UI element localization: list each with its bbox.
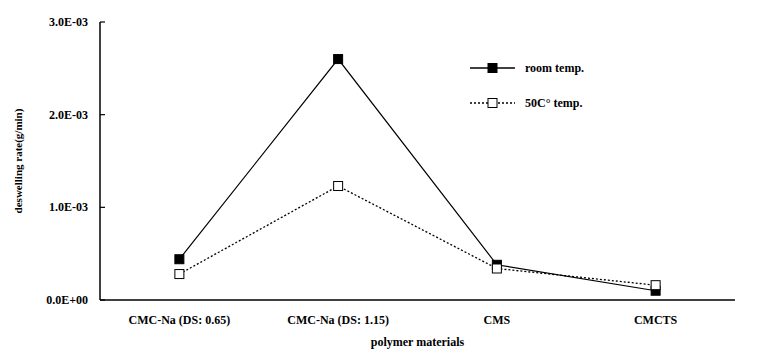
x-axis [100, 299, 735, 301]
marker [175, 255, 184, 264]
plot-area [175, 55, 660, 296]
x-tick-label: CMCTS [634, 313, 678, 327]
legend-marker [488, 64, 497, 73]
marker [651, 281, 660, 290]
x-axis-title: polymer materials [371, 335, 465, 349]
marker [334, 182, 343, 191]
marker [492, 264, 501, 273]
legend-label: 50C° temp. [525, 96, 582, 110]
x-tick-label: CMC-Na (DS: 1.15) [287, 313, 389, 327]
series-line [179, 59, 655, 291]
y-axis [99, 22, 101, 300]
y-tick-label: 1.0E-03 [49, 200, 88, 214]
x-tick-label: CMC-Na (DS: 0.65) [129, 313, 231, 327]
marker [334, 55, 343, 64]
y-tick-label: 2.0E-03 [49, 108, 88, 122]
marker [175, 270, 184, 279]
y-axis-title: deswelling rate(g/min) [12, 108, 25, 213]
y-tick [100, 114, 105, 115]
y-tick [100, 299, 105, 300]
y-tick [100, 21, 105, 22]
legend-label: room temp. [525, 61, 584, 75]
y-tick [100, 207, 105, 208]
chart: 0.0E+00 1.0E-03 2.0E-03 3.0E-03 CMC-Na (DS: … [0, 0, 777, 361]
series-line [179, 186, 655, 285]
legend-marker [488, 99, 497, 108]
y-tick-label: 0.0E+00 [46, 293, 88, 307]
x-tick-label: CMS [484, 313, 511, 327]
y-tick-label: 3.0E-03 [49, 15, 88, 29]
